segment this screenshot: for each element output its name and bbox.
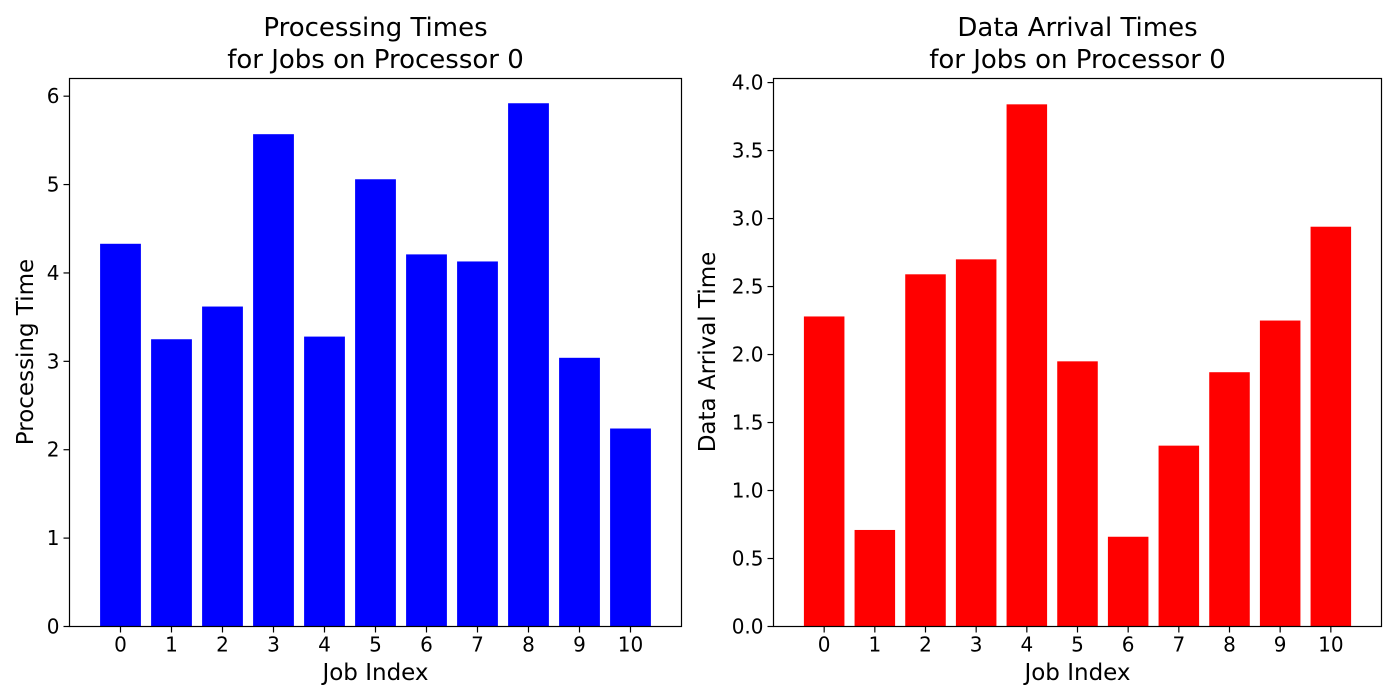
x-tick-label: 0	[114, 633, 127, 657]
y-tick-label: 2.0	[732, 343, 764, 367]
bar-job-4	[304, 336, 345, 627]
bar-job-10	[1310, 226, 1352, 627]
x-tick-label: 3	[267, 633, 280, 657]
x-tick-label: 6	[1122, 633, 1135, 657]
x-tick-label: 3	[970, 633, 983, 657]
x-tick-label: 1	[868, 633, 881, 657]
y-tick-label: 4.0	[732, 71, 764, 95]
x-tick-label: 8	[522, 633, 535, 657]
chart-title-line1: Data Arrival Times	[957, 13, 1197, 43]
chart-processing-times: Processing Times for Jobs on Processor 0…	[13, 13, 683, 686]
x-tick-label: 9	[1274, 633, 1287, 657]
bar-job-6	[406, 254, 447, 627]
x-tick-label: 10	[618, 633, 643, 657]
bar-job-3	[955, 259, 997, 627]
x-axis-ticks: 0 1 2 3 4 5 6 7 8 9 10	[818, 626, 1344, 657]
bar-job-9	[559, 357, 600, 627]
x-tick-label: 9	[573, 633, 586, 657]
x-tick-label: 5	[369, 633, 382, 657]
x-tick-label: 10	[1318, 633, 1343, 657]
x-tick-label: 6	[420, 633, 433, 657]
y-tick-label: 5	[47, 173, 60, 197]
y-tick-label: 2.5	[732, 275, 764, 299]
y-axis-ticks: 0 1 2 3 4 5 6	[47, 84, 70, 639]
chart-title-line1: Processing Times	[263, 13, 487, 43]
chart-title-line2: for Jobs on Processor 0	[227, 45, 524, 75]
y-tick-label: 2	[47, 438, 60, 462]
bar-job-4	[1006, 104, 1048, 627]
y-tick-label: 3	[47, 349, 60, 373]
bar-job-7	[457, 261, 498, 627]
y-tick-label: 1	[47, 526, 60, 550]
y-axis-label: Data Arrival Time	[695, 252, 721, 453]
bar-job-0	[803, 316, 845, 627]
y-tick-label: 4	[47, 261, 60, 285]
x-axis-label: Job Index	[320, 660, 428, 686]
plot-frame	[68, 77, 683, 628]
bar-job-2	[905, 274, 946, 627]
x-axis-label: Job Index	[1022, 660, 1130, 686]
bars	[100, 103, 651, 627]
bar-job-8	[1209, 372, 1250, 627]
y-tick-label: 3.0	[732, 207, 764, 231]
bar-job-10	[610, 428, 651, 627]
x-tick-label: 2	[216, 633, 229, 657]
x-tick-label: 7	[471, 633, 484, 657]
y-tick-label: 3.5	[732, 139, 764, 163]
chart-title-line2: for Jobs on Processor 0	[929, 45, 1226, 75]
bar-job-6	[1107, 536, 1149, 627]
bar-job-5	[355, 179, 396, 627]
y-axis-ticks: 0.0 0.5 1.0 1.5 2.0 2.5 3.0 3.5 4.0	[732, 71, 774, 639]
x-tick-label: 7	[1172, 633, 1185, 657]
bar-job-9	[1259, 320, 1301, 627]
bar-job-8	[508, 103, 549, 627]
x-tick-label: 4	[318, 633, 331, 657]
bar-job-0	[100, 243, 141, 627]
plot-frame	[772, 77, 1383, 628]
y-tick-label: 1.0	[732, 479, 764, 503]
x-tick-label: 5	[1071, 633, 1084, 657]
y-tick-label: 1.5	[732, 411, 764, 435]
x-tick-label: 1	[165, 633, 178, 657]
x-axis-ticks: 0 1 2 3 4 5 6 7 8 9 10	[114, 626, 643, 657]
x-tick-label: 2	[919, 633, 932, 657]
y-tick-label: 0.5	[732, 547, 764, 571]
x-tick-label: 0	[818, 633, 831, 657]
y-axis-label: Processing Time	[13, 259, 39, 445]
x-tick-label: 4	[1020, 633, 1033, 657]
y-tick-label: 0	[47, 615, 60, 639]
y-tick-label: 0.0	[732, 615, 764, 639]
bars	[803, 104, 1352, 627]
bar-job-3	[253, 134, 294, 627]
bar-job-1	[151, 339, 192, 627]
bar-job-1	[854, 529, 896, 627]
y-tick-label: 6	[47, 84, 60, 108]
bar-job-7	[1158, 445, 1200, 627]
chart-data-arrival-times: Data Arrival Times for Jobs on Processor…	[695, 13, 1383, 686]
x-tick-label: 8	[1223, 633, 1236, 657]
bar-job-5	[1057, 361, 1098, 627]
bar-job-2	[202, 306, 243, 627]
